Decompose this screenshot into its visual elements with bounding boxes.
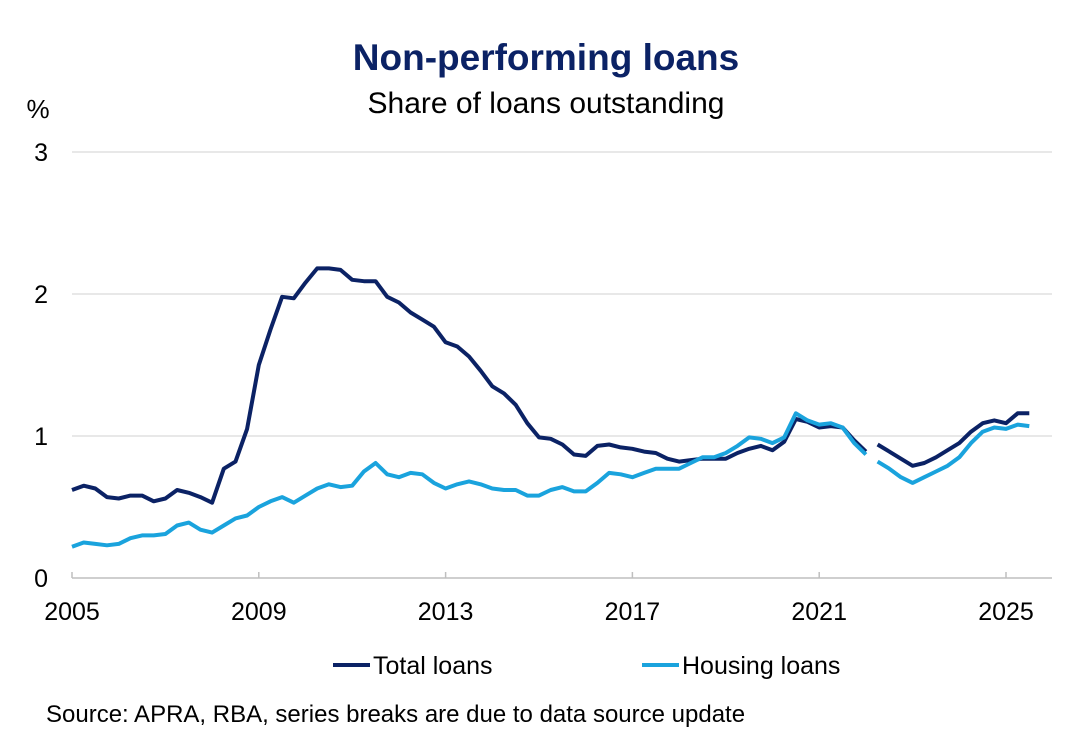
chart-subtitle: Share of loans outstanding [368, 87, 725, 120]
y-tick-labels: 0 1 2 3 [34, 139, 48, 593]
x-tick-label: 2025 [978, 598, 1034, 626]
y-tick-label: 2 [34, 281, 48, 309]
x-tick-label: 2021 [791, 598, 847, 626]
legend-label-housing-loans: Housing loans [682, 652, 840, 680]
x-tick-label: 2013 [418, 598, 474, 626]
gridlines [71, 151, 1052, 579]
chart-title: Non-performing loans [353, 37, 739, 78]
series-line-total-loans [876, 411, 1030, 468]
y-axis-unit: % [26, 94, 49, 124]
y-tick-label: 3 [34, 139, 48, 167]
source-note: Source: APRA, RBA, series breaks are due… [46, 701, 745, 728]
series-line-total-loans [71, 266, 868, 505]
y-tick-label: 0 [34, 565, 48, 593]
series-lines [71, 266, 1030, 549]
series-line-housing-loans [71, 411, 868, 549]
x-tick-labels: 2005 2009 2013 2017 2021 2025 [44, 598, 1034, 626]
x-tick-label: 2017 [605, 598, 661, 626]
y-tick-label: 1 [34, 423, 48, 451]
series-line-housing-loans [876, 422, 1030, 485]
x-tick-label: 2009 [231, 598, 287, 626]
legend-label-total-loans: Total loans [373, 652, 493, 680]
x-tick-label: 2005 [44, 598, 100, 626]
legend: Total loans Housing loans [333, 652, 840, 680]
